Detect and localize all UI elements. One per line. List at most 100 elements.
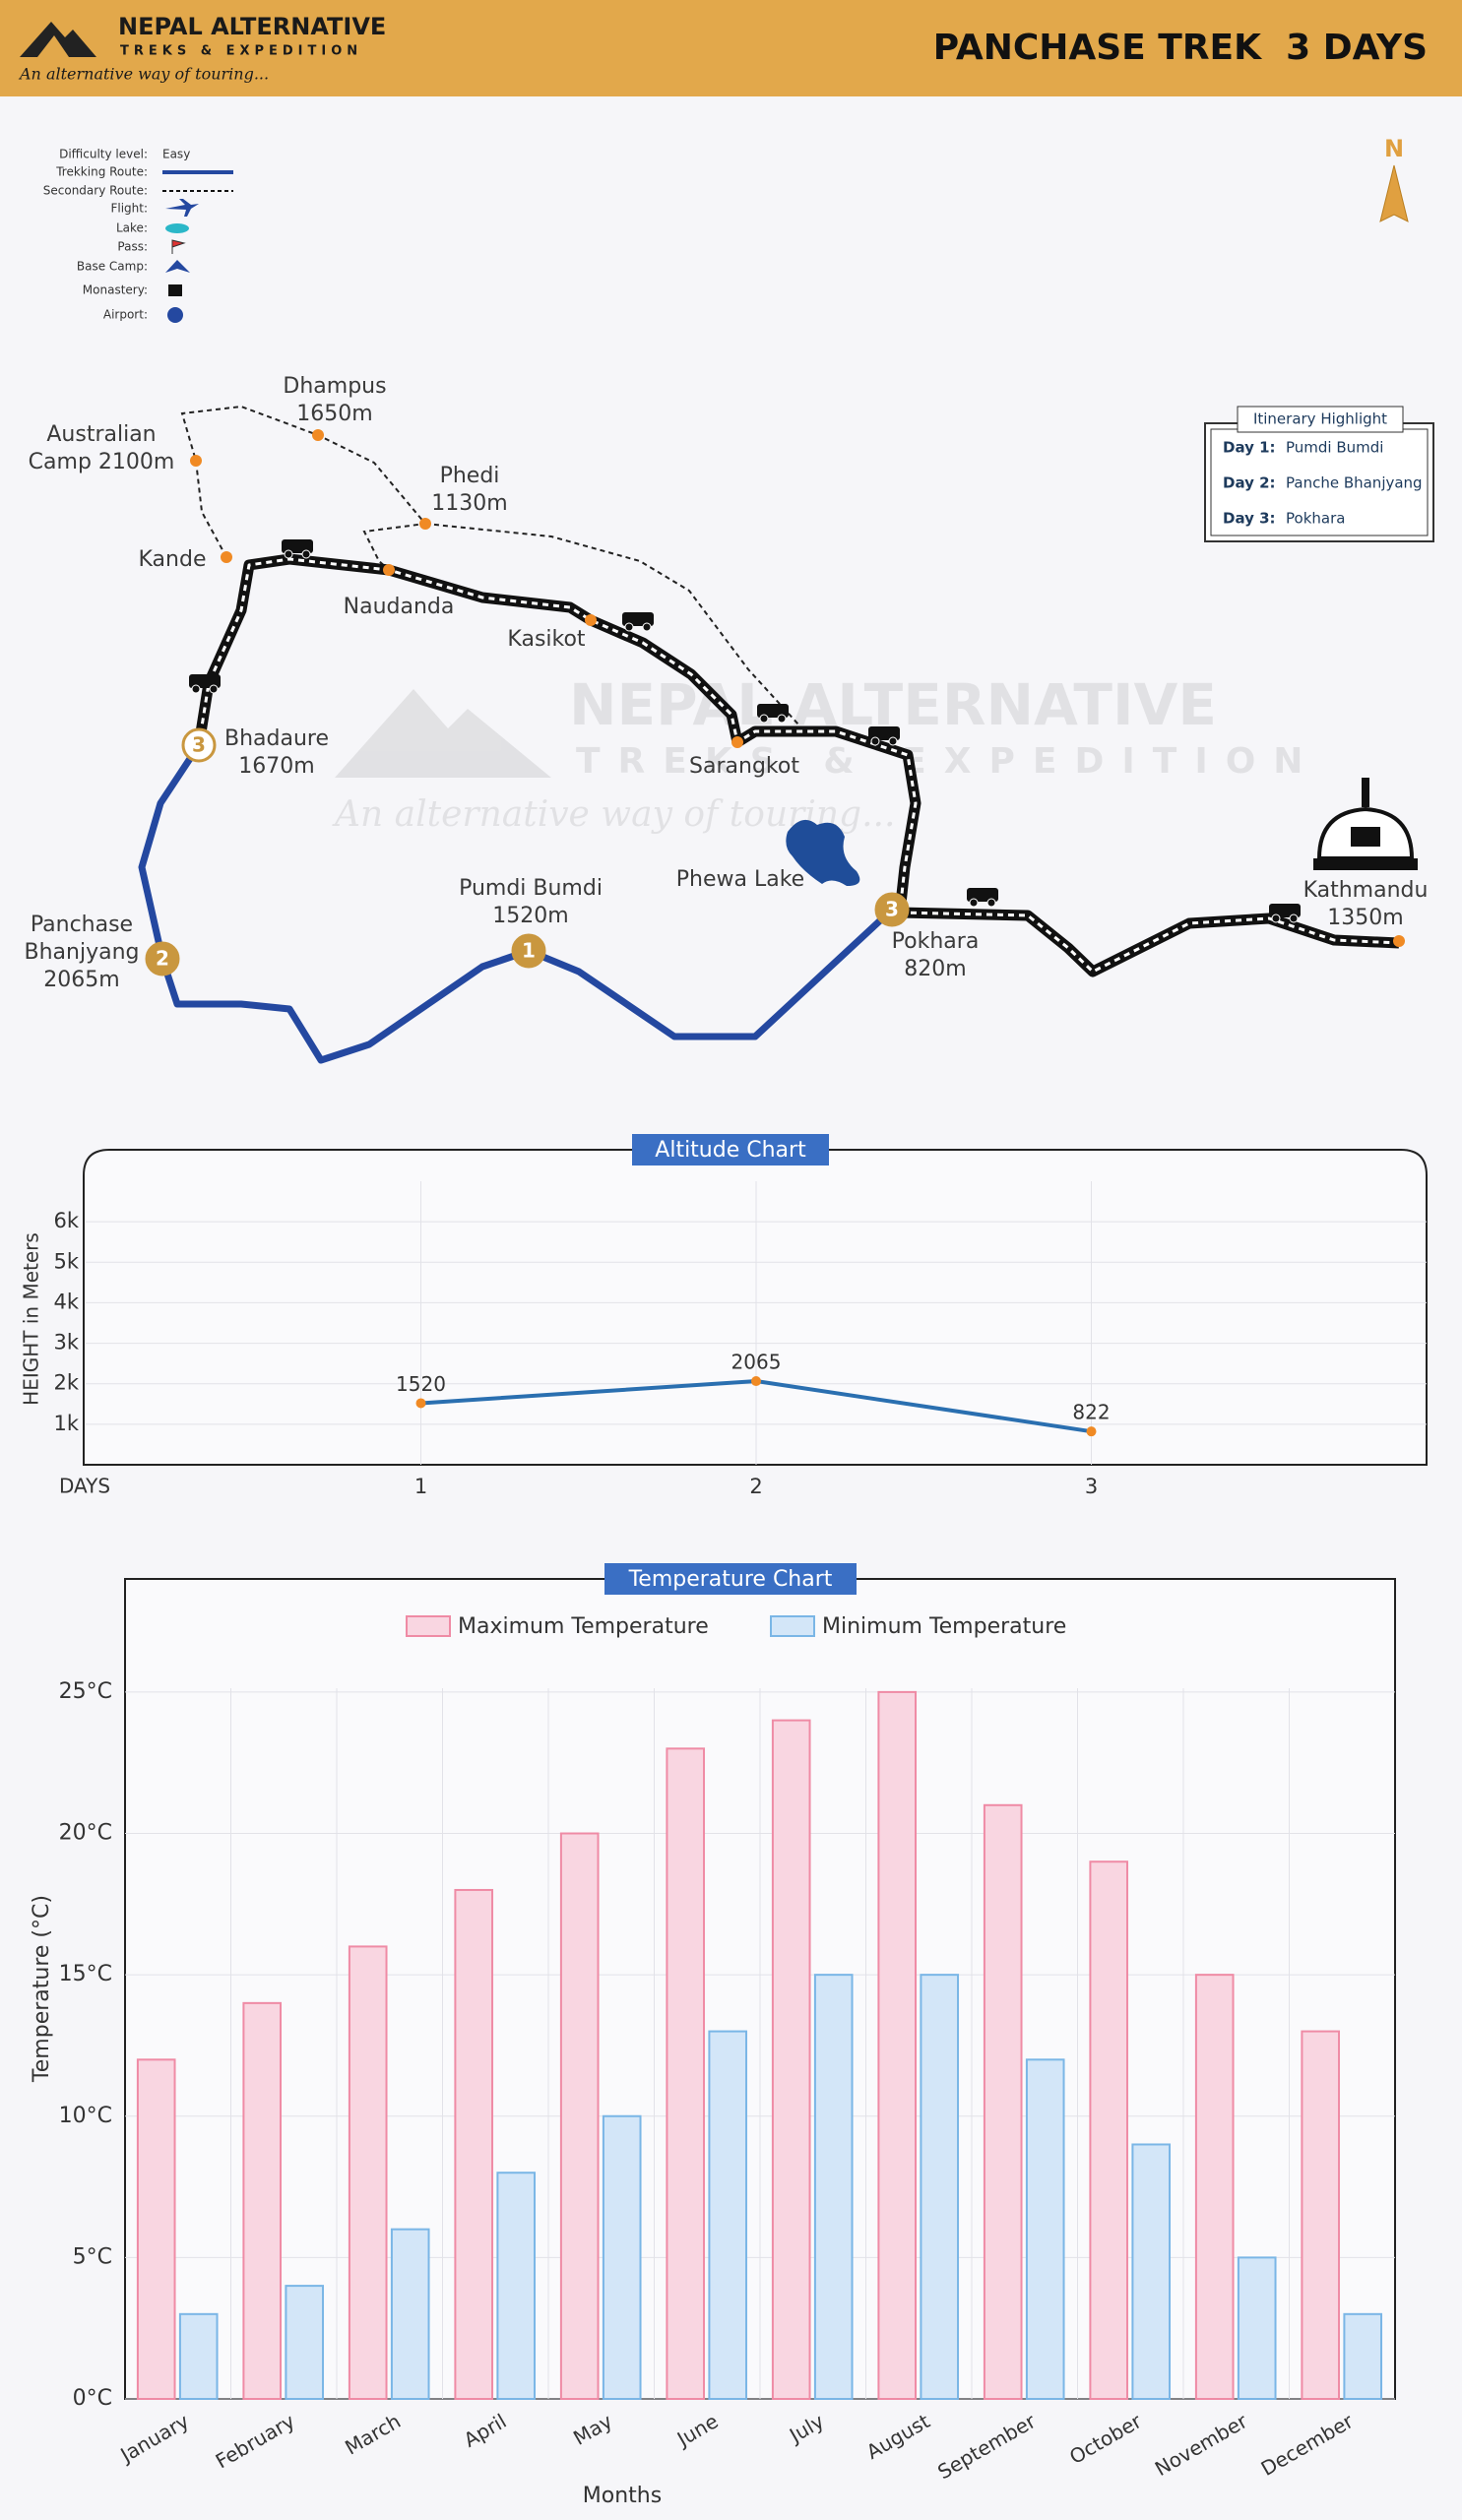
jeep-wheel bbox=[301, 549, 311, 559]
place-label: 1650m bbox=[296, 402, 372, 426]
place-label: Kathmandu bbox=[1303, 878, 1429, 903]
x-tick-label: 3 bbox=[1085, 1475, 1098, 1498]
jeep-wheel bbox=[624, 622, 634, 632]
itinerary-place: Pokhara bbox=[1286, 510, 1345, 528]
jeep-wheel bbox=[1271, 914, 1281, 923]
y-tick-label: 6k bbox=[53, 1209, 79, 1232]
itinerary-day: Day 1: bbox=[1223, 439, 1276, 457]
subbrand: TREKS & EXPEDITION bbox=[120, 44, 362, 59]
itinerary-day: Day 2: bbox=[1223, 474, 1276, 492]
bar bbox=[708, 2030, 748, 2400]
day-marker-number: 1 bbox=[522, 939, 536, 963]
itinerary-frame bbox=[1204, 422, 1434, 542]
place-label: Kande bbox=[139, 547, 207, 572]
y-tick-label: 10°C bbox=[59, 2104, 112, 2128]
place-dot bbox=[731, 736, 743, 748]
itinerary-place: Pumdi Bumdi bbox=[1286, 439, 1383, 457]
place-label: 820m bbox=[904, 957, 966, 981]
tagline: An alternative way of touring... bbox=[18, 65, 269, 84]
jeep-icon bbox=[868, 726, 900, 740]
jeep-wheel bbox=[191, 684, 201, 694]
y-tick-label: 4k bbox=[53, 1290, 79, 1313]
place-label: 1130m bbox=[431, 491, 507, 516]
bar bbox=[1194, 1974, 1235, 2400]
bar bbox=[1089, 1860, 1129, 2400]
data-label: 822 bbox=[1072, 1401, 1110, 1424]
itinerary-day: Day 3: bbox=[1223, 510, 1276, 528]
data-label: 2065 bbox=[731, 1351, 782, 1374]
altitude-point bbox=[415, 1398, 426, 1409]
place-label: Pumdi Bumdi bbox=[459, 876, 603, 901]
legend-swatch bbox=[770, 1615, 815, 1637]
chart-title-box bbox=[604, 1563, 857, 1595]
bar bbox=[242, 2001, 283, 2400]
chart-frame bbox=[83, 1149, 1428, 1466]
day-marker-number: 3 bbox=[192, 733, 206, 757]
legend-lake bbox=[165, 223, 189, 233]
page-title: PANCHASE TREK 3 DAYS bbox=[933, 28, 1428, 68]
legend-label: Base Camp: bbox=[77, 260, 148, 274]
legend-label: Secondary Route: bbox=[43, 184, 148, 198]
bar bbox=[348, 1945, 388, 2401]
y-tick-label: 3k bbox=[53, 1331, 79, 1354]
place-dot bbox=[383, 564, 395, 576]
day-marker bbox=[145, 941, 180, 976]
bar bbox=[559, 1832, 600, 2400]
compass-arrow bbox=[1379, 164, 1409, 222]
bar bbox=[1025, 2058, 1065, 2400]
day-marker-number: 3 bbox=[885, 898, 899, 921]
y-tick-label: 5k bbox=[53, 1249, 79, 1273]
jeep-wheel bbox=[986, 898, 996, 908]
bar bbox=[496, 2172, 537, 2400]
y-tick-label: 1k bbox=[53, 1412, 79, 1435]
legend-label: Flight: bbox=[110, 202, 148, 216]
legend-label: Pass: bbox=[117, 240, 148, 254]
y-tick-label: 5°C bbox=[73, 2244, 112, 2269]
place-label: 1520m bbox=[492, 904, 568, 928]
compass-letter: N bbox=[1384, 135, 1404, 162]
legend-pass bbox=[171, 239, 186, 254]
bar bbox=[136, 2058, 176, 2400]
legend-swatch bbox=[406, 1615, 451, 1637]
bar bbox=[771, 1719, 811, 2401]
bar bbox=[813, 1974, 854, 2400]
legend-airport bbox=[167, 307, 183, 323]
y-tick-label: 2k bbox=[53, 1371, 79, 1395]
jeep-icon bbox=[967, 888, 998, 902]
itinerary-title: Itinerary Highlight bbox=[1253, 410, 1387, 428]
legend-label: Monastery: bbox=[83, 284, 148, 297]
phewa-lake bbox=[786, 819, 860, 886]
bar bbox=[602, 2114, 642, 2400]
place-dot bbox=[419, 518, 431, 530]
place-dot bbox=[1393, 935, 1405, 947]
day-marker bbox=[511, 933, 546, 969]
legend-base-camp bbox=[165, 260, 190, 273]
legend-flight bbox=[165, 199, 199, 217]
place-label: Panchase bbox=[31, 913, 133, 937]
place-label: Phewa Lake bbox=[676, 867, 804, 892]
jeep-wheel bbox=[969, 898, 979, 908]
place-label: Sarangkot bbox=[689, 754, 799, 779]
day-marker-number: 2 bbox=[156, 947, 169, 971]
watermark-subbrand: TREKS & EXPEDITION bbox=[576, 741, 1320, 782]
chart-title: Altitude Chart bbox=[655, 1138, 806, 1163]
legend-label: Maximum Temperature bbox=[458, 1614, 709, 1639]
x-tick-label: 2 bbox=[749, 1475, 762, 1498]
place-label: Pokhara bbox=[892, 929, 980, 954]
place-label: 1670m bbox=[238, 754, 314, 779]
jeep-wheel bbox=[209, 684, 219, 694]
place-label: Kasikot bbox=[507, 627, 586, 652]
logo-cut bbox=[37, 35, 69, 57]
bar bbox=[178, 2312, 219, 2401]
itinerary-title-box bbox=[1237, 406, 1404, 433]
jeep-wheel bbox=[284, 549, 293, 559]
bar bbox=[390, 2228, 430, 2401]
stupa-icon bbox=[1313, 778, 1418, 870]
legend-label: Minimum Temperature bbox=[822, 1614, 1066, 1639]
legend-label: Lake: bbox=[116, 221, 148, 235]
y-tick-label: 0°C bbox=[73, 2386, 112, 2411]
bar bbox=[1301, 2030, 1341, 2400]
header-bar bbox=[0, 0, 1462, 96]
y-axis-title: HEIGHT in Meters bbox=[20, 1232, 43, 1406]
